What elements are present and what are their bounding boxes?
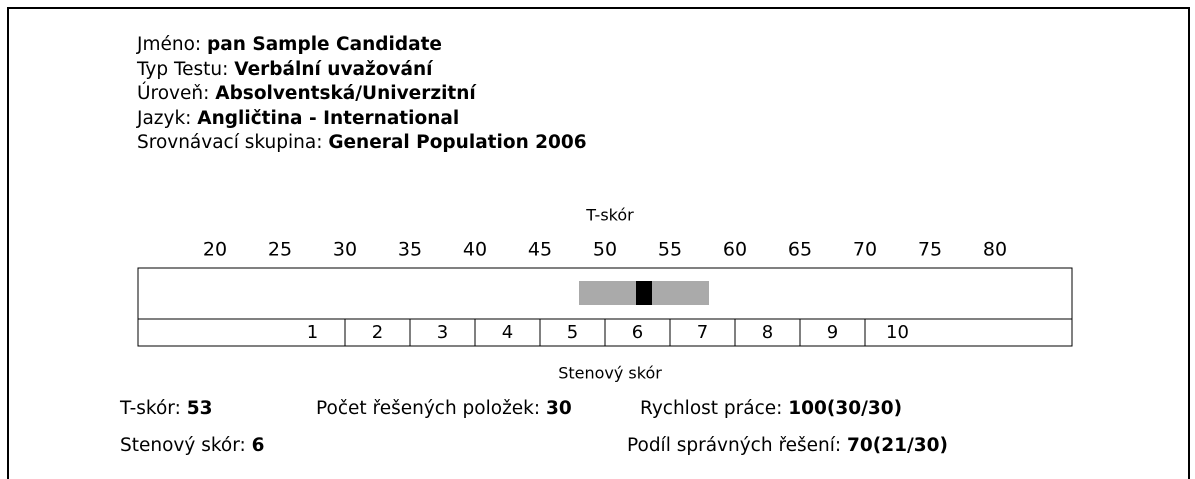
result: Podíl správných řešení: 70(21/30) bbox=[627, 434, 948, 458]
field-value: Absolventská/Univerzitní bbox=[215, 83, 476, 104]
candidate-line: Úroveň: Absolventská/Univerzitní bbox=[137, 82, 476, 106]
candidate-line: Jazyk: Angličtina - International bbox=[137, 107, 459, 131]
sten-label: 2 bbox=[372, 322, 383, 343]
tick-label: 75 bbox=[918, 239, 942, 261]
field-label: Srovnávací skupina: bbox=[137, 132, 323, 153]
field-label: Jazyk: bbox=[137, 107, 192, 129]
result: Rychlost práce: 100(30/30) bbox=[640, 397, 902, 421]
sten-label: 4 bbox=[502, 322, 513, 343]
frame bbox=[7, 7, 1190, 479]
sten-label: 10 bbox=[886, 322, 909, 343]
result: T-skór: 53 bbox=[120, 397, 212, 421]
candidate-line: Jméno: pan Sample Candidate bbox=[137, 33, 442, 57]
sten-label: 1 bbox=[307, 322, 318, 343]
page: Jméno: pan Sample Candidate Typ Testu: Ve… bbox=[7, 7, 1190, 479]
field-label: T-skór: bbox=[120, 398, 181, 419]
candidate-line: Srovnávací skupina: General Population 2… bbox=[137, 131, 587, 155]
tick-label: 40 bbox=[463, 239, 487, 261]
result: Stenový skór: 6 bbox=[120, 434, 265, 458]
field-label: Jméno: bbox=[137, 34, 202, 55]
tick-label: 45 bbox=[528, 239, 552, 261]
tick-label: 30 bbox=[333, 239, 357, 261]
sten-title: Stenový skór bbox=[558, 364, 662, 383]
sten-label: 8 bbox=[762, 322, 773, 343]
field-value: General Population 2006 bbox=[328, 132, 587, 153]
score-marker bbox=[636, 281, 652, 305]
field-value: 30 bbox=[546, 398, 572, 419]
field-label: Rychlost práce: bbox=[640, 398, 783, 419]
sten-label: 5 bbox=[567, 322, 578, 343]
field-label: Úroveň: bbox=[137, 83, 210, 104]
field-label: Počet řešených položek: bbox=[316, 398, 541, 419]
tick-label: 25 bbox=[268, 239, 292, 261]
field-value: 53 bbox=[186, 398, 213, 419]
field-value: 100(30/30) bbox=[788, 398, 903, 419]
field-label: Typ Testu: bbox=[137, 58, 229, 80]
result: Počet řešených položek: 30 bbox=[316, 397, 572, 421]
tick-label: 60 bbox=[723, 239, 747, 261]
sten-label: 7 bbox=[697, 322, 708, 343]
sten-label: 3 bbox=[437, 322, 448, 343]
sten-label: 6 bbox=[632, 322, 643, 343]
field-value: pan Sample Candidate bbox=[207, 34, 442, 55]
sten-label: 9 bbox=[827, 322, 838, 343]
scale-title: T-skór bbox=[585, 206, 634, 225]
tick-label: 35 bbox=[398, 239, 422, 261]
field-value: Angličtina - International bbox=[197, 107, 460, 129]
tick-label: 80 bbox=[983, 239, 1007, 261]
field-label: Podíl správných řešení: bbox=[627, 435, 842, 456]
tick-label: 70 bbox=[853, 239, 877, 261]
tick-label: 65 bbox=[788, 239, 812, 261]
field-value: 6 bbox=[251, 435, 265, 456]
tick-label: 50 bbox=[593, 239, 617, 261]
field-label: Stenový skór: bbox=[120, 435, 246, 456]
candidate-line: Typ Testu: Verbální uvažování bbox=[137, 58, 433, 82]
field-value: 70(21/30) bbox=[847, 435, 948, 456]
field-value: Verbální uvažování bbox=[234, 58, 433, 80]
tick-label: 20 bbox=[203, 239, 227, 261]
tick-label: 55 bbox=[658, 239, 682, 261]
